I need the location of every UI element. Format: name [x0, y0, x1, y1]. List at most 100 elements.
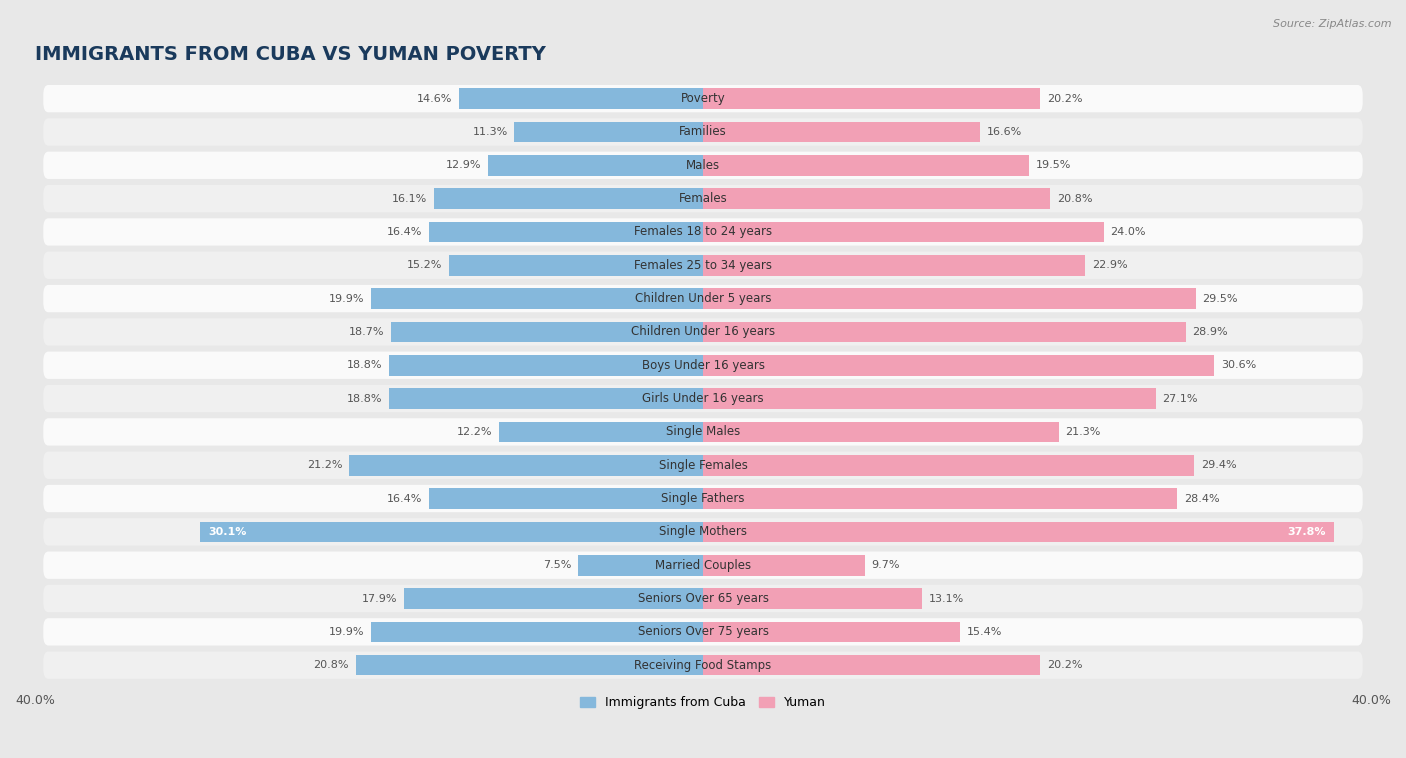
Bar: [703, 588, 922, 609]
FancyBboxPatch shape: [44, 285, 1362, 312]
Text: Children Under 5 years: Children Under 5 years: [634, 292, 772, 305]
Text: Poverty: Poverty: [681, 92, 725, 105]
Text: 15.2%: 15.2%: [408, 260, 443, 271]
Text: 30.1%: 30.1%: [208, 527, 247, 537]
Bar: [434, 188, 703, 209]
Bar: [578, 555, 703, 575]
Text: Children Under 16 years: Children Under 16 years: [631, 325, 775, 338]
Bar: [703, 288, 1195, 309]
Text: Females 18 to 24 years: Females 18 to 24 years: [634, 225, 772, 239]
Text: Families: Families: [679, 126, 727, 139]
Bar: [703, 655, 1040, 675]
Text: Single Mothers: Single Mothers: [659, 525, 747, 538]
Text: 24.0%: 24.0%: [1111, 227, 1146, 237]
Bar: [703, 121, 980, 143]
Text: 20.8%: 20.8%: [1057, 193, 1092, 204]
FancyBboxPatch shape: [44, 118, 1362, 146]
FancyBboxPatch shape: [44, 518, 1362, 546]
Bar: [460, 89, 703, 109]
FancyBboxPatch shape: [44, 318, 1362, 346]
Bar: [349, 455, 703, 475]
Text: 21.3%: 21.3%: [1066, 427, 1101, 437]
Text: Single Fathers: Single Fathers: [661, 492, 745, 505]
FancyBboxPatch shape: [44, 485, 1362, 512]
Bar: [391, 321, 703, 343]
Text: Males: Males: [686, 158, 720, 172]
FancyBboxPatch shape: [44, 185, 1362, 212]
Text: Girls Under 16 years: Girls Under 16 years: [643, 392, 763, 405]
FancyBboxPatch shape: [44, 585, 1362, 612]
FancyBboxPatch shape: [44, 152, 1362, 179]
Text: 12.9%: 12.9%: [446, 160, 481, 171]
Bar: [703, 89, 1040, 109]
Text: Seniors Over 65 years: Seniors Over 65 years: [637, 592, 769, 605]
Bar: [356, 655, 703, 675]
Text: Single Females: Single Females: [658, 459, 748, 471]
Text: 18.8%: 18.8%: [347, 360, 382, 370]
Text: 18.8%: 18.8%: [347, 393, 382, 403]
Bar: [703, 388, 1156, 409]
Bar: [389, 388, 703, 409]
FancyBboxPatch shape: [44, 619, 1362, 646]
Text: 16.4%: 16.4%: [387, 493, 422, 503]
Text: 16.4%: 16.4%: [387, 227, 422, 237]
Bar: [703, 421, 1059, 442]
Bar: [703, 522, 1334, 542]
Text: 7.5%: 7.5%: [543, 560, 571, 570]
Text: 12.2%: 12.2%: [457, 427, 492, 437]
Text: 29.5%: 29.5%: [1202, 293, 1237, 304]
Text: 30.6%: 30.6%: [1220, 360, 1256, 370]
Text: 9.7%: 9.7%: [872, 560, 900, 570]
Text: 22.9%: 22.9%: [1092, 260, 1128, 271]
Text: 19.9%: 19.9%: [329, 627, 364, 637]
Bar: [703, 255, 1085, 276]
Text: 18.7%: 18.7%: [349, 327, 384, 337]
Text: 28.4%: 28.4%: [1184, 493, 1219, 503]
FancyBboxPatch shape: [44, 352, 1362, 379]
Text: 20.2%: 20.2%: [1047, 660, 1083, 670]
FancyBboxPatch shape: [44, 552, 1362, 579]
Text: 16.1%: 16.1%: [392, 193, 427, 204]
FancyBboxPatch shape: [44, 652, 1362, 679]
Text: 11.3%: 11.3%: [472, 127, 508, 137]
Text: 29.4%: 29.4%: [1201, 460, 1236, 470]
FancyBboxPatch shape: [44, 452, 1362, 479]
Bar: [371, 288, 703, 309]
Text: 16.6%: 16.6%: [987, 127, 1022, 137]
Text: 37.8%: 37.8%: [1288, 527, 1326, 537]
Bar: [389, 355, 703, 375]
Text: 15.4%: 15.4%: [967, 627, 1002, 637]
Text: 17.9%: 17.9%: [361, 594, 398, 603]
Bar: [703, 155, 1029, 176]
FancyBboxPatch shape: [44, 218, 1362, 246]
Bar: [404, 588, 703, 609]
FancyBboxPatch shape: [44, 385, 1362, 412]
FancyBboxPatch shape: [44, 418, 1362, 446]
Bar: [429, 488, 703, 509]
Text: 28.9%: 28.9%: [1192, 327, 1227, 337]
Bar: [703, 622, 960, 642]
Bar: [703, 555, 865, 575]
Text: Boys Under 16 years: Boys Under 16 years: [641, 359, 765, 371]
Text: 14.6%: 14.6%: [418, 94, 453, 104]
Legend: Immigrants from Cuba, Yuman: Immigrants from Cuba, Yuman: [575, 691, 831, 714]
Bar: [515, 121, 703, 143]
Bar: [703, 188, 1050, 209]
Text: Receiving Food Stamps: Receiving Food Stamps: [634, 659, 772, 672]
Bar: [371, 622, 703, 642]
Text: Source: ZipAtlas.com: Source: ZipAtlas.com: [1274, 19, 1392, 29]
Text: 21.2%: 21.2%: [307, 460, 342, 470]
Bar: [703, 321, 1185, 343]
FancyBboxPatch shape: [44, 85, 1362, 112]
Text: 20.2%: 20.2%: [1047, 94, 1083, 104]
Text: 20.8%: 20.8%: [314, 660, 349, 670]
Text: Females 25 to 34 years: Females 25 to 34 years: [634, 258, 772, 272]
Bar: [703, 221, 1104, 243]
Text: Single Males: Single Males: [666, 425, 740, 438]
Text: 19.5%: 19.5%: [1035, 160, 1071, 171]
Text: 27.1%: 27.1%: [1163, 393, 1198, 403]
Text: Married Couples: Married Couples: [655, 559, 751, 572]
Text: 13.1%: 13.1%: [928, 594, 963, 603]
Text: 19.9%: 19.9%: [329, 293, 364, 304]
Bar: [703, 455, 1194, 475]
